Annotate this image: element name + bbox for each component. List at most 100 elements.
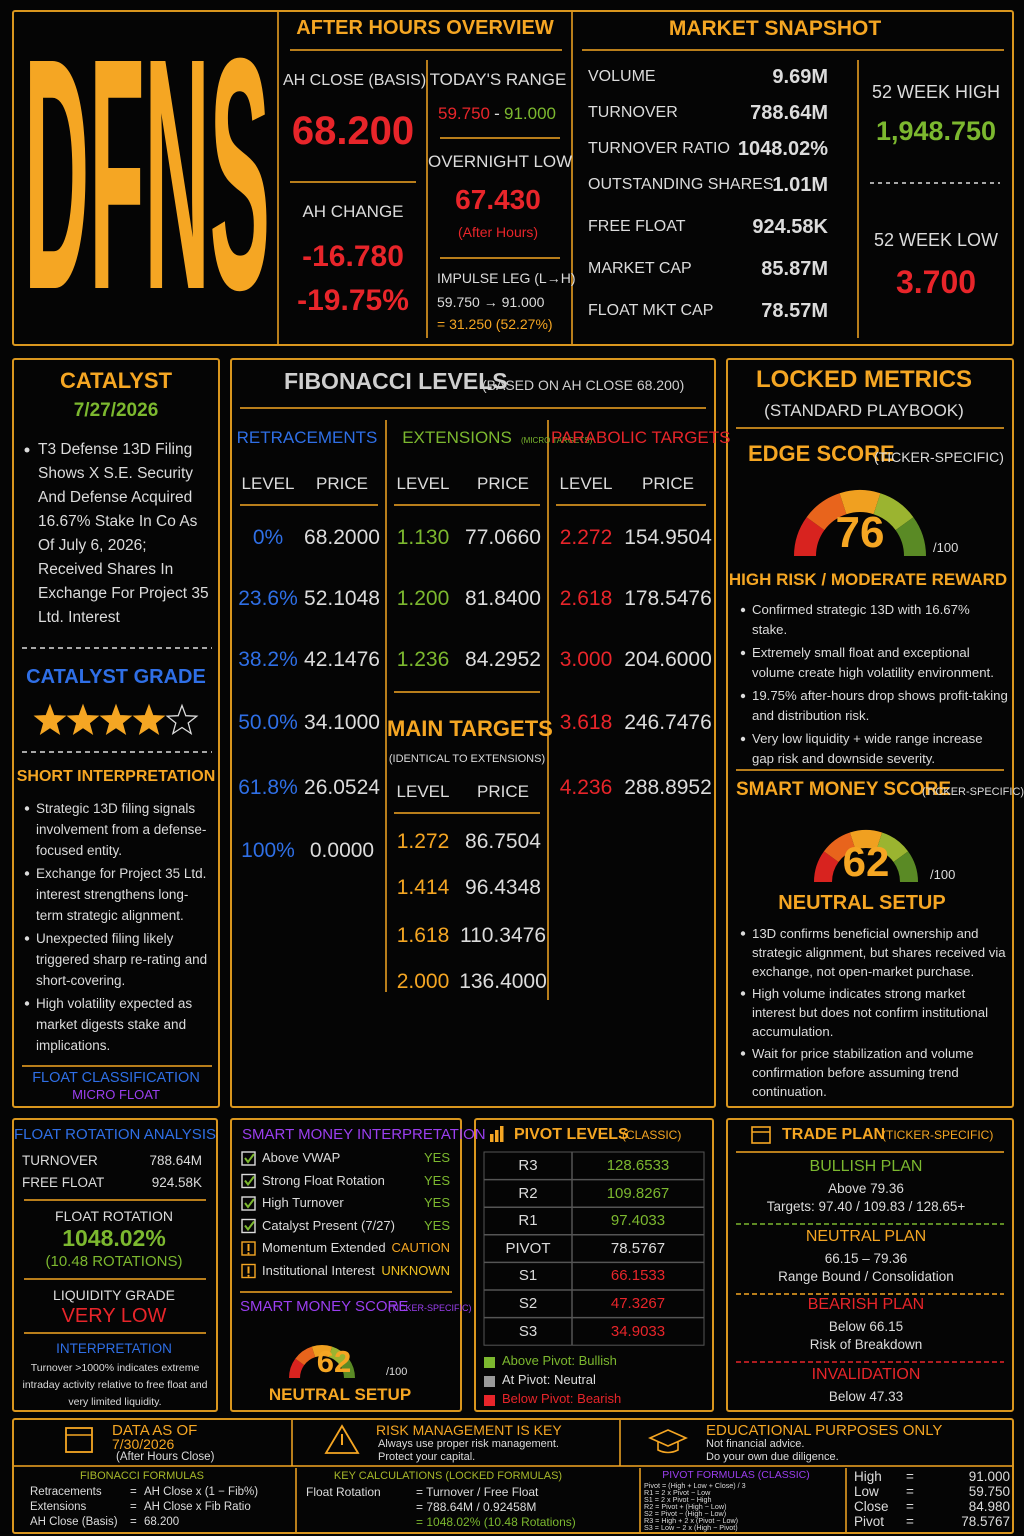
bullet-text: Confirmed strategic 13D with 16.67% stak… (752, 602, 970, 637)
bullet-text: Extremely small float and exceptional vo… (752, 645, 994, 680)
text: PARABOLIC TARGETS (551, 428, 731, 447)
fib-price: 110.3476 (459, 924, 547, 947)
title-icon (495, 1130, 499, 1142)
text: /100 (933, 540, 959, 555)
text: 7/30/2026 (112, 1436, 175, 1452)
text: EXTENSIONS (402, 428, 512, 447)
bullet-dot (740, 931, 746, 936)
text: S1 = 2 x Pivot − High (644, 1495, 712, 1504)
text: AH CLOSE (BASIS) (283, 72, 427, 89)
text: R1 (518, 1212, 538, 1230)
rating-star (132, 703, 166, 735)
text: 91.000 (968, 1469, 1010, 1484)
text: 7/27/2026 (73, 400, 159, 421)
text: BULLISH PLAN (809, 1158, 923, 1175)
text: PIVOT LEVELS (514, 1126, 629, 1143)
score: 76 (835, 508, 885, 557)
fib-level: 38.2% (238, 648, 298, 671)
text: R2 (518, 1184, 538, 1202)
gauge-segment (328, 1346, 349, 1366)
checkbox-icon (241, 1196, 256, 1211)
fib-price: 86.7504 (465, 830, 541, 853)
calendar-icon (65, 1427, 93, 1453)
text: TRADE PLAN (782, 1126, 886, 1143)
text: YES (423, 1172, 450, 1188)
ticker-logo: DFNS (24, 0, 270, 358)
gauge-segment (876, 832, 909, 862)
gauge-segment (813, 851, 839, 882)
gauge-segment (311, 1344, 333, 1358)
snapshot-label: VOLUME (588, 68, 656, 85)
text: KEY CALCULATIONS (LOCKED FORMULAS) (333, 1470, 563, 1482)
column-header: PRICE (477, 782, 529, 801)
text: HIGH RISK / MODERATE REWARD (728, 570, 1008, 589)
bullet-text: Wait for price stabilization and volume … (752, 1046, 974, 1099)
bullet-text: 13D confirms beneficial ownership and st… (752, 926, 1006, 979)
title-icon (751, 1126, 771, 1144)
text: Range Bound / Consolidation (778, 1269, 954, 1284)
checkbox-icon (241, 1218, 256, 1234)
text: MICRO FLOAT (72, 1087, 160, 1102)
title-icon (490, 1134, 494, 1142)
score: 62 (842, 838, 890, 885)
fib-level: 1.618 (396, 924, 450, 947)
fib-level: 3.000 (559, 648, 613, 671)
text: Above 79.36 (828, 1181, 904, 1196)
section-title: AFTER HOURS OVERVIEW (296, 17, 554, 39)
alert-dot (247, 1274, 250, 1277)
gauge-segment (873, 493, 914, 531)
text: Momentum Extended (262, 1240, 386, 1255)
fib-level: 1.414 (396, 876, 450, 899)
text: Below 47.33 (828, 1389, 904, 1404)
column-header: PRICE (642, 474, 694, 493)
text: 788.64M (149, 1153, 202, 1168)
fib-level: 1.200 (396, 587, 450, 610)
text: Float Rotation (306, 1485, 381, 1499)
fib-price: 178.5476 (624, 587, 712, 610)
text: = (906, 1499, 914, 1514)
text: UNKNOWN (381, 1262, 450, 1278)
bullet-dot (24, 447, 30, 453)
text: 78.5767 (961, 1514, 1010, 1529)
bullet-dot (24, 871, 30, 876)
fib-level: 50.0% (238, 711, 298, 734)
snapshot-value: 78.57M (761, 300, 828, 322)
text: EDUCATIONAL PURPOSES ONLY (706, 1422, 943, 1439)
fib-price: 42.1476 (304, 648, 380, 671)
bullet-dot (740, 1051, 746, 1056)
gauge-segment (289, 1358, 305, 1378)
fib-price: 136.4000 (459, 970, 547, 993)
column-header: PRICE (477, 474, 529, 493)
text: Pivot (854, 1514, 885, 1529)
text: EDGE SCORE (748, 441, 895, 466)
rating-star (66, 703, 100, 735)
bullet-text: Exchange for Project 35 Ltd. interest st… (36, 866, 207, 923)
text: Below 66.15 (828, 1319, 904, 1334)
float-panel (12, 1118, 218, 1412)
text: (TICKER-SPECIFIC) (882, 1128, 994, 1142)
text: CATALYST GRADE (26, 666, 206, 688)
bullet-text: Unexpected filing likely triggered sharp… (36, 931, 208, 988)
text: VERY LOW (61, 1305, 167, 1327)
legend-swatch (484, 1357, 495, 1368)
text: CATALYST (59, 368, 173, 393)
fib-level: 23.6% (238, 587, 298, 610)
snapshot-label: MARKET CAP (588, 260, 692, 277)
text: Protect your capital. (378, 1451, 476, 1463)
text: SMART MONEY SCORE (240, 1298, 409, 1315)
text: PIVOT (505, 1239, 551, 1257)
locked-panel (726, 358, 1014, 1108)
fib-price: 52.1048 (304, 587, 380, 610)
text: 59.750 (968, 1484, 1010, 1499)
text: R1 = 2 x Pivot − Low (644, 1488, 711, 1497)
text: YES (423, 1150, 450, 1165)
text: S3 (518, 1322, 538, 1340)
text: = (906, 1514, 914, 1529)
fib-level: 4.236 (559, 776, 613, 799)
text: Do your own due diligence. (706, 1451, 839, 1463)
text: (BASED ON AH CLOSE 68.200) (482, 377, 685, 393)
text: 1048.02% (62, 1225, 166, 1251)
text: LOCKED METRICS (756, 366, 972, 393)
text: S3 = Low − 2 x (High − Pivot) (644, 1523, 738, 1532)
text: (TICKER-SPECIFIC) (874, 449, 1004, 465)
